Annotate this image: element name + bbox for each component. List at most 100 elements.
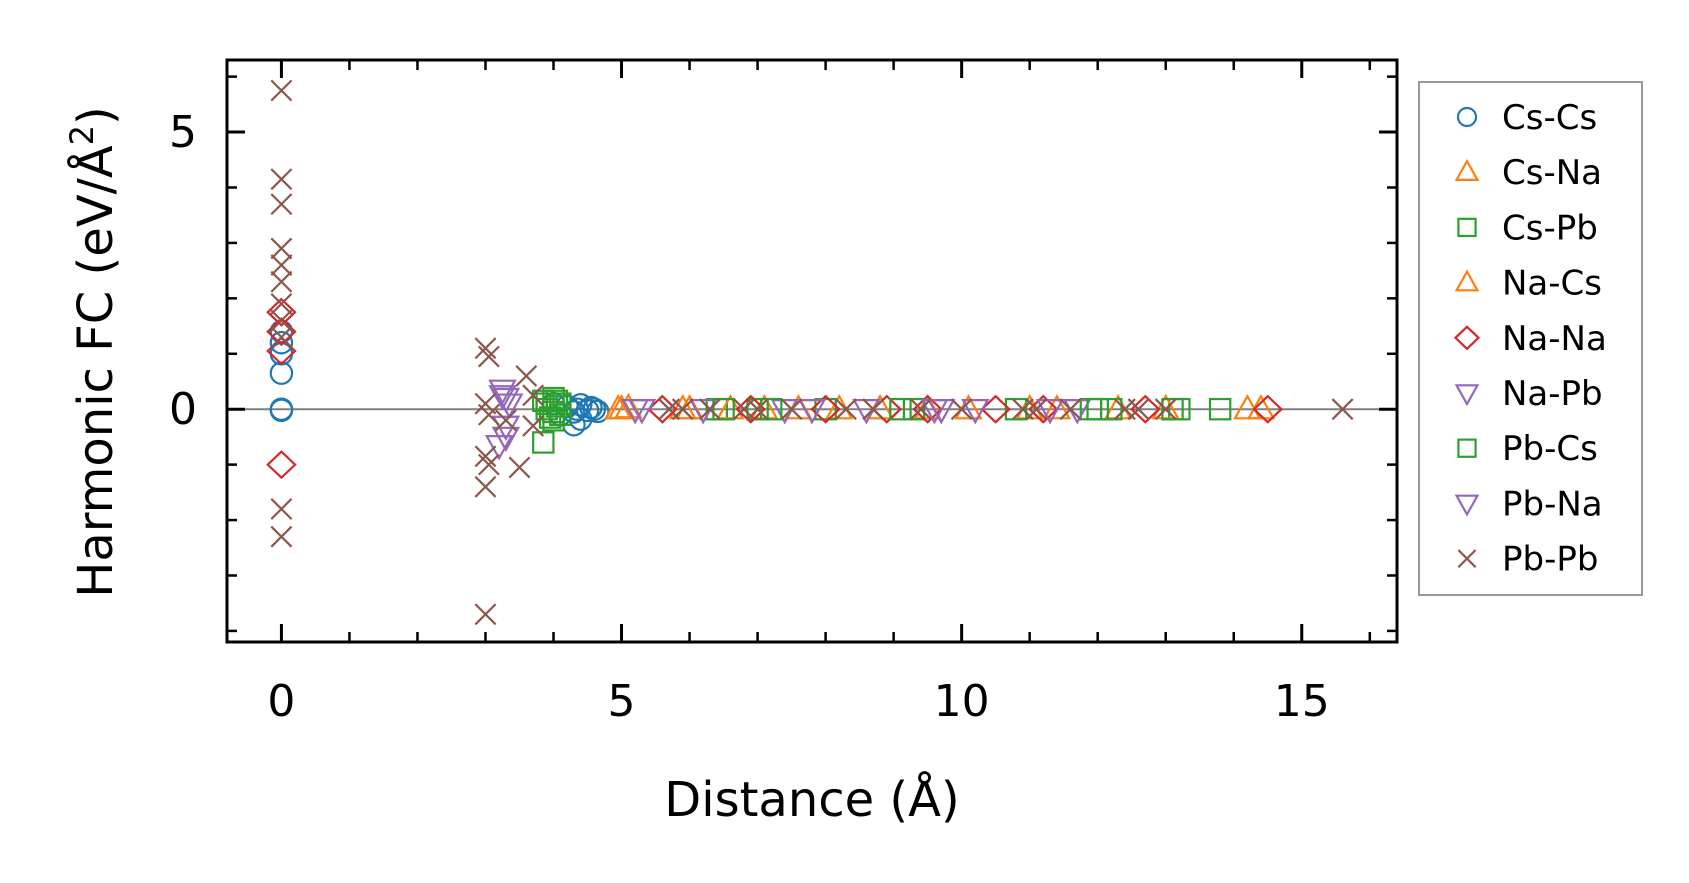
point-na-na	[1028, 394, 1059, 424]
point-pb-pb	[1154, 398, 1177, 421]
plot-frame	[225, 58, 1399, 644]
y-axis-label: Harmonic FC (eV/Å2)	[63, 106, 124, 598]
point-pb-cs	[712, 397, 735, 421]
point-na-na	[266, 450, 297, 480]
point-pb-na	[920, 399, 949, 425]
point-pb-pb	[1059, 398, 1082, 421]
point-cs-cs	[269, 361, 294, 385]
point-cs-cs	[269, 330, 294, 355]
legend-label-pb-pb: Pb-Pb	[1502, 540, 1598, 580]
legend-label-cs-pb: Cs-Pb	[1502, 208, 1598, 248]
point-pb-cs	[549, 403, 572, 426]
x-tick-label: 10	[934, 676, 990, 727]
point-pb-pb	[508, 456, 531, 479]
point-na-na	[912, 394, 943, 424]
point-na-pb	[961, 399, 990, 425]
legend-label-pb-cs: Pb-Cs	[1502, 429, 1598, 469]
point-pb-pb	[746, 398, 769, 421]
point-pb-pb	[780, 398, 803, 421]
point-pb-pb	[270, 270, 293, 293]
point-cs-cs	[269, 398, 294, 423]
point-pb-pb	[270, 168, 293, 191]
point-pb-pb	[909, 398, 932, 421]
point-pb-na	[488, 385, 517, 411]
point-na-na	[980, 394, 1011, 424]
point-pb-pb	[270, 254, 293, 277]
legend-marker-cs-pb	[1457, 217, 1477, 238]
point-pb-pb	[270, 309, 293, 332]
point-pb-pb	[270, 292, 293, 315]
point-cs-pb	[902, 397, 926, 421]
point-cs-na	[614, 392, 643, 419]
point-pb-pb	[477, 345, 500, 368]
point-pb-na	[627, 399, 657, 425]
point-na-cs	[1042, 393, 1072, 420]
point-pb-cs	[1086, 397, 1109, 421]
point-pb-cs	[545, 389, 569, 413]
data-points	[266, 79, 1354, 626]
point-pb-pb	[1127, 398, 1150, 421]
point-pb-pb	[494, 409, 517, 432]
legend-label-na-na: Na-Na	[1502, 319, 1607, 359]
point-pb-cs	[1161, 397, 1184, 421]
tick-labels: 0 5 10 15 0 5	[169, 107, 1330, 727]
y-tick-label: 5	[169, 107, 197, 158]
point-pb-pb	[1025, 398, 1048, 421]
x-tick-label: 15	[1274, 676, 1330, 727]
legend-marker-cs-na	[1454, 158, 1480, 181]
point-pb-pb	[474, 475, 497, 498]
point-na-pb	[491, 426, 521, 453]
point-pb-pb	[950, 398, 973, 421]
point-pb-pb	[270, 237, 293, 260]
point-pb-pb	[477, 453, 500, 476]
point-cs-pb	[1004, 397, 1028, 421]
legend-label-pb-na: Pb-Na	[1502, 484, 1603, 524]
legend-marker-pb-na	[1454, 494, 1480, 517]
point-na-cs	[668, 393, 697, 420]
point-cs-pb	[1100, 397, 1123, 421]
y-axis-label-main: Harmonic FC (eV/Å	[67, 145, 124, 598]
legend: Cs-Cs Cs-Na Cs-Pb Na-Cs Na-Na Na-Pb Pb-Cs Pb-Na…	[1453, 98, 1607, 580]
point-pb-pb	[699, 398, 721, 421]
point-na-na	[735, 394, 767, 424]
point-pb-pb	[270, 498, 293, 520]
legend-label-na-pb: Na-Pb	[1502, 374, 1603, 414]
y-tick-label: 0	[169, 384, 197, 435]
legend-label-na-cs: Na-Cs	[1502, 264, 1602, 304]
legend-label-cs-cs: Cs-Cs	[1502, 98, 1597, 138]
point-pb-pb	[835, 398, 857, 421]
point-pb-na	[484, 435, 514, 461]
point-pb-cs	[759, 397, 783, 421]
point-pb-na	[1035, 399, 1065, 425]
point-pb-pb	[474, 603, 497, 626]
y-axis-label-end: )	[68, 106, 124, 125]
point-pb-pb	[270, 326, 293, 349]
point-pb-pb	[474, 445, 497, 468]
legend-marker-cs-cs	[1456, 106, 1478, 128]
legend-marker-na-na	[1453, 325, 1481, 351]
point-pb-pb	[671, 398, 694, 421]
point-pb-pb	[862, 398, 885, 421]
x-tick-label: 0	[267, 676, 295, 727]
point-pb-pb	[270, 79, 293, 102]
legend-label-cs-na: Cs-Na	[1502, 153, 1602, 193]
point-cs-pb	[532, 431, 555, 454]
point-pb-pb	[477, 403, 500, 426]
point-cs-pb	[746, 397, 769, 421]
legend-marker-pb-cs	[1457, 438, 1477, 458]
x-axis-label: Distance (Å)	[664, 771, 959, 828]
point-pb-pb	[522, 414, 545, 437]
axis-ticks	[227, 60, 1397, 642]
legend-marker-pb-pb	[1457, 549, 1477, 568]
legend-marker-na-pb	[1454, 384, 1480, 407]
point-pb-pb	[270, 193, 293, 216]
point-pb-cs	[889, 397, 912, 421]
point-pb-na	[797, 399, 827, 425]
point-na-na	[266, 297, 297, 327]
legend-marker-na-cs	[1454, 269, 1480, 292]
point-na-na	[647, 394, 678, 424]
point-na-na	[810, 394, 841, 424]
point-pb-pb	[474, 337, 497, 360]
point-pb-pb	[515, 365, 538, 387]
